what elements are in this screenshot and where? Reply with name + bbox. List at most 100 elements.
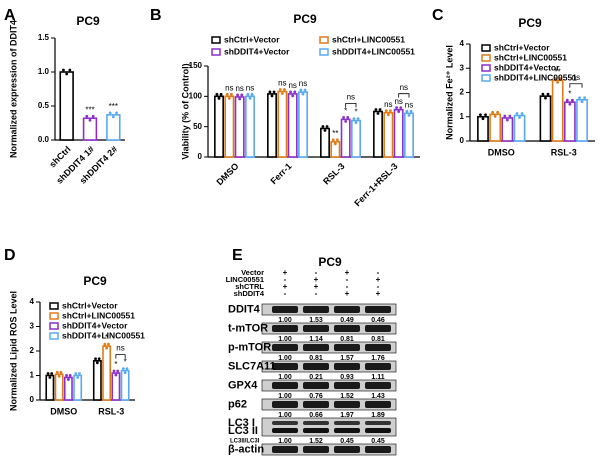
significance: ns <box>394 97 402 106</box>
bar <box>501 117 514 142</box>
data-point <box>344 119 348 123</box>
data-point <box>481 117 485 121</box>
band <box>334 382 360 389</box>
band <box>365 344 391 351</box>
quantification: 1.43 <box>371 393 385 400</box>
data-point <box>62 68 65 72</box>
data-point <box>68 68 72 72</box>
legend-swatch <box>49 322 59 330</box>
data-point <box>123 371 127 374</box>
bar <box>45 374 55 401</box>
data-point <box>46 372 50 375</box>
bar <box>330 141 341 158</box>
y-tick-label: 2 <box>30 346 35 355</box>
y-tick-label: 1.5 <box>38 33 50 42</box>
condition-sign: + <box>314 275 319 284</box>
data-point <box>546 92 550 96</box>
legend-label: shDDIT4+LINC00551 <box>62 330 145 340</box>
significance-bracket <box>569 83 583 88</box>
band <box>334 421 360 425</box>
data-point <box>496 110 500 114</box>
data-point <box>541 92 545 96</box>
bar <box>224 95 235 158</box>
significance: ns <box>572 73 580 82</box>
chart-title: PC9 <box>518 16 542 30</box>
bar <box>513 114 526 142</box>
data-point <box>565 98 569 102</box>
y-tick-label: 1 <box>30 371 35 380</box>
significance-bracket <box>398 93 410 98</box>
data-point <box>508 114 512 118</box>
panel-label: C <box>432 7 444 24</box>
data-point <box>97 357 101 361</box>
condition-sign: - <box>346 275 349 284</box>
data-point <box>91 114 95 118</box>
bar <box>102 345 112 401</box>
data-point <box>105 346 109 350</box>
data-point <box>76 376 80 379</box>
quantification: 1.14 <box>309 336 323 343</box>
condition-sign: + <box>376 275 381 284</box>
data-point <box>95 361 99 365</box>
significance-bracket <box>345 102 357 108</box>
significance: ns <box>299 79 307 88</box>
chart-title: PC9 <box>83 274 107 288</box>
legend-label: shDDIT4+Vector <box>494 62 560 72</box>
condition-sign: - <box>377 282 380 291</box>
y-axis-label: Normalized expression of DDIT4 <box>8 20 18 158</box>
data-point <box>544 96 547 100</box>
row-label: t-mTOR <box>228 322 268 334</box>
quantification: 0.81 <box>340 336 354 343</box>
y-axis-label: Normalized Lipid ROS Level <box>8 291 18 411</box>
data-point <box>346 115 350 119</box>
significance-bracket <box>115 354 126 359</box>
quantification: 1.00 <box>278 412 292 419</box>
legend-swatch <box>319 36 329 44</box>
data-point <box>250 92 254 96</box>
quantification: 0.81 <box>371 336 385 343</box>
y-tick-label: 150 <box>189 61 203 70</box>
data-point <box>65 72 69 76</box>
quantification: 1.00 <box>278 336 292 343</box>
data-point <box>405 109 409 113</box>
legend-swatch <box>211 48 221 56</box>
bar <box>383 111 394 158</box>
bar <box>351 119 361 158</box>
quantification: 1.00 <box>278 393 292 400</box>
band <box>272 325 298 332</box>
quantification: 0.46 <box>371 317 385 324</box>
y-axis-label: Normalized Fe²⁺ Level <box>444 45 454 140</box>
data-point <box>479 113 482 117</box>
significance: ns <box>235 84 243 93</box>
bar <box>576 98 588 142</box>
data-point <box>356 117 360 120</box>
legend-swatch <box>49 332 59 340</box>
significance: ns <box>400 83 408 92</box>
data-point <box>116 369 120 373</box>
y-tick-label: 100 <box>189 91 203 100</box>
significance: ns <box>278 79 286 88</box>
legend-swatch <box>49 312 59 320</box>
data-point <box>556 80 560 84</box>
y-tick-label: 1.0 <box>38 67 50 76</box>
x-tick-label: DMSO <box>50 406 77 416</box>
data-point <box>395 106 398 110</box>
chart-title: PC9 <box>293 12 317 26</box>
data-point <box>125 367 129 370</box>
legend-label: shCtrl+Vector <box>494 42 550 52</box>
quantification: 1.53 <box>309 317 323 324</box>
significance: * <box>124 358 127 367</box>
data-point <box>280 92 284 95</box>
data-point <box>301 92 305 96</box>
quantification: 0.45 <box>371 438 385 445</box>
bar <box>393 108 404 158</box>
data-point <box>227 96 231 100</box>
y-tick-label: 3 <box>460 63 465 72</box>
data-point <box>248 96 252 100</box>
row-label: p62 <box>228 398 247 410</box>
data-point <box>112 369 116 373</box>
data-point <box>108 111 112 115</box>
band <box>272 401 298 408</box>
y-axis-label: Viability (% of Control) <box>180 63 190 159</box>
band <box>272 428 298 433</box>
